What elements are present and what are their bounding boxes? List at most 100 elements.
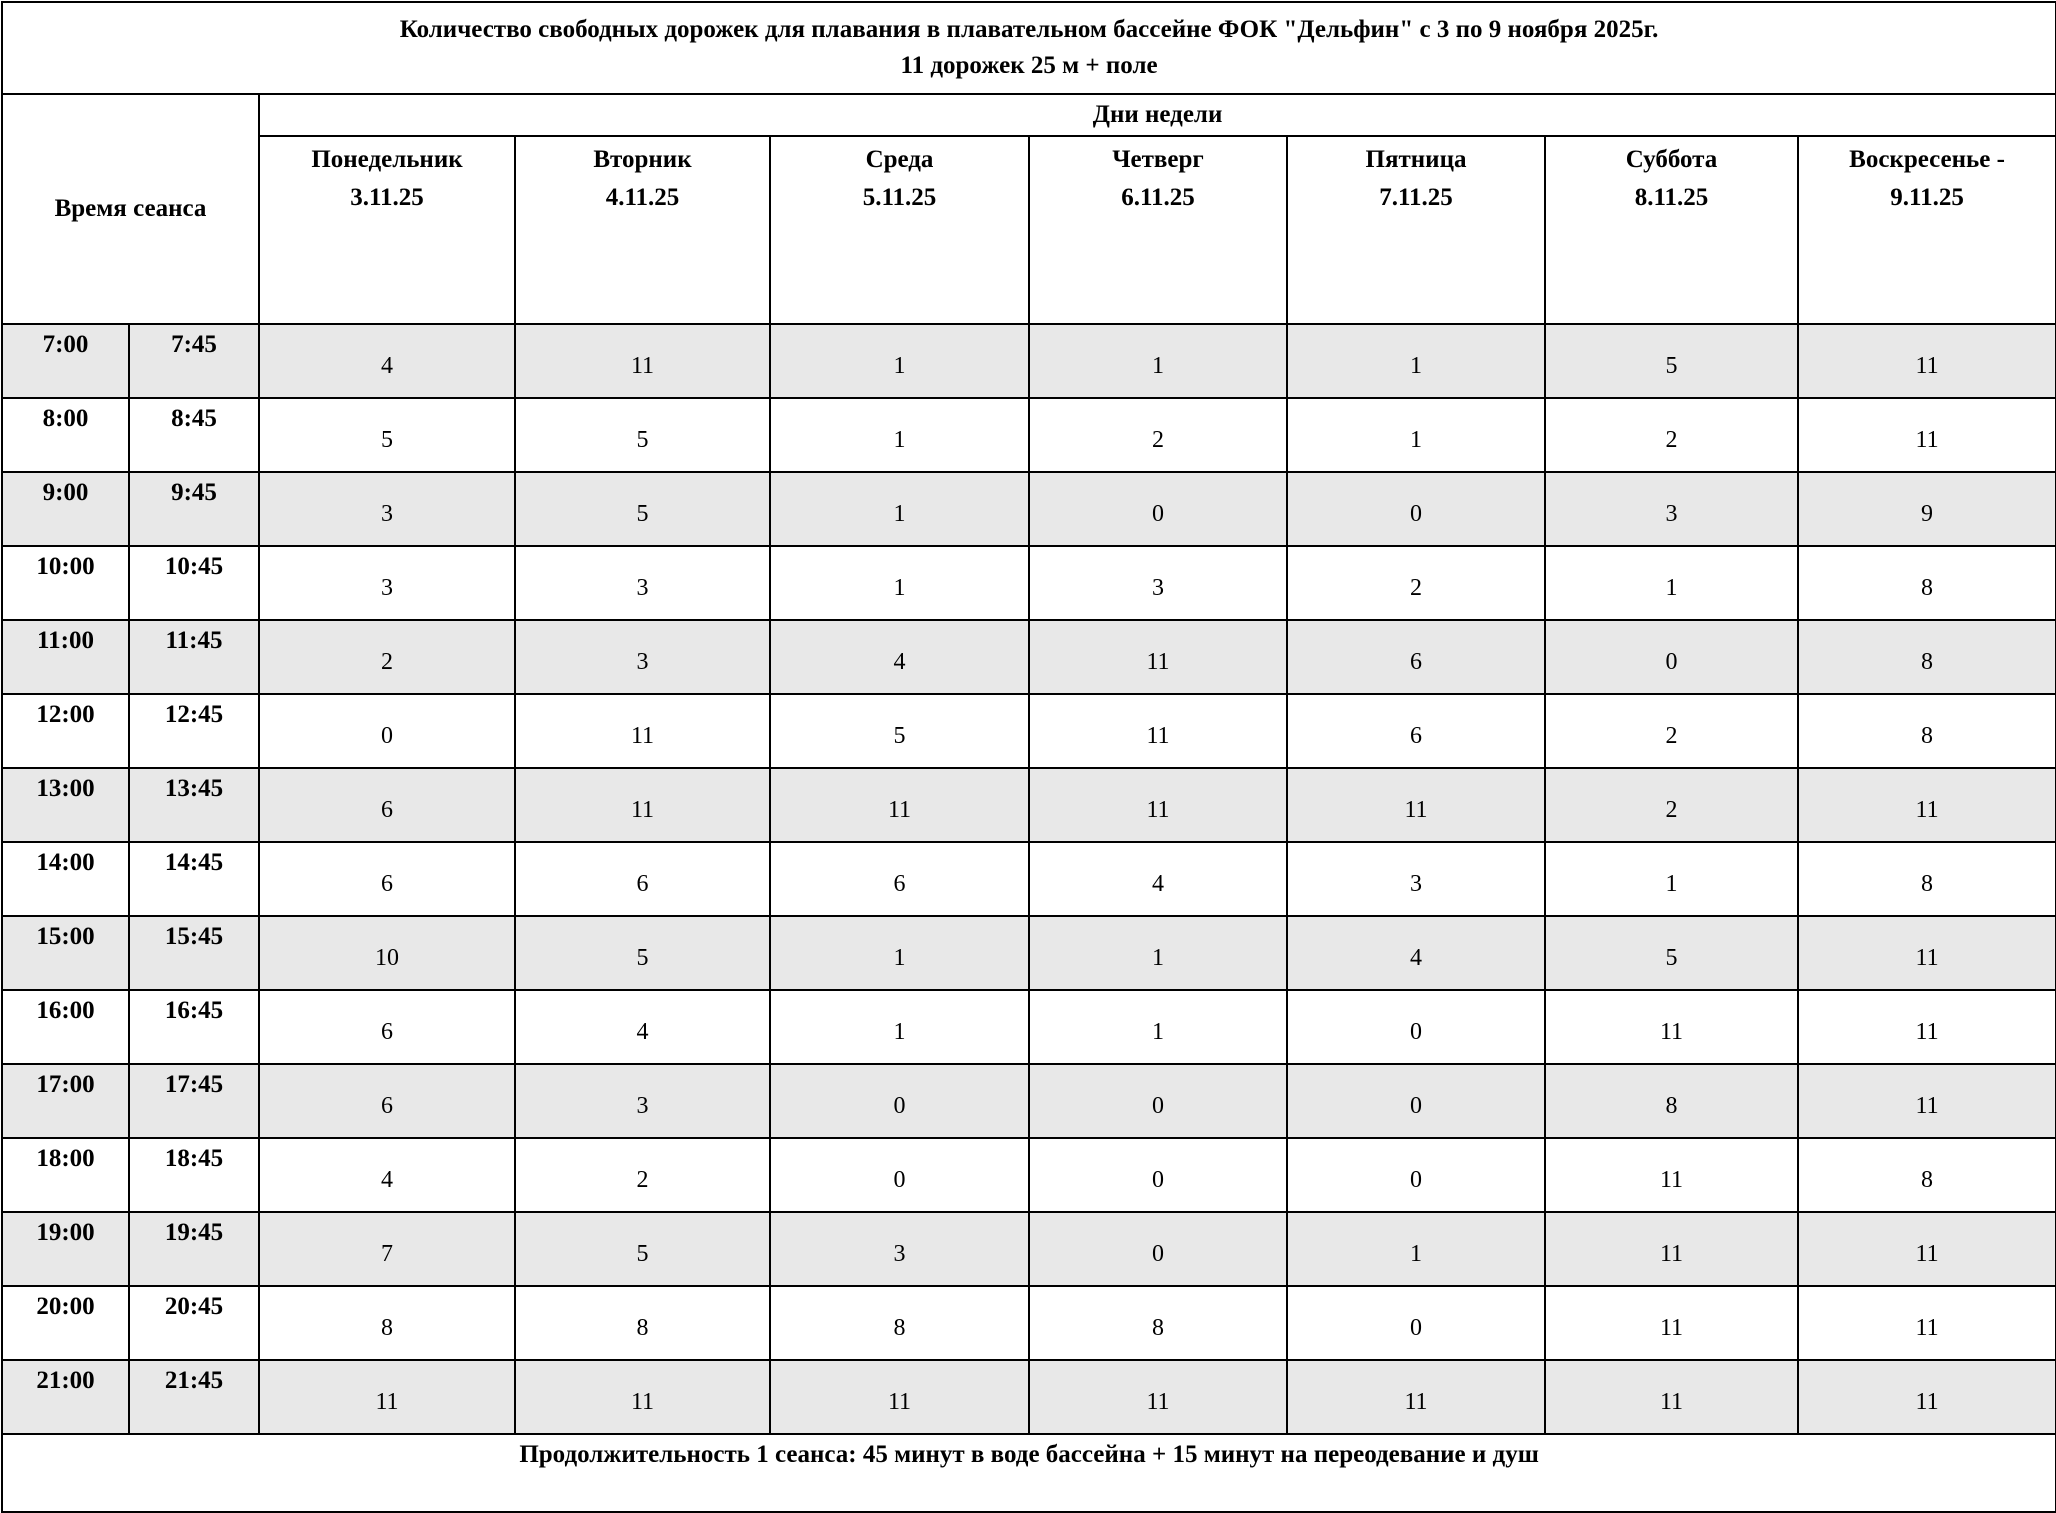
free-lanes-cell: 5 (514, 397, 771, 473)
day-date: 8.11.25 (1634, 184, 1709, 211)
session-start: 18:00 (1, 1137, 130, 1213)
free-lanes-cell: 0 (258, 693, 516, 769)
free-lanes-cell: 11 (1544, 1137, 1799, 1213)
table-row: 9:00 9:45 3 5 1 0 0 3 9 (1, 471, 2056, 547)
free-lanes-cell: 11 (1796, 989, 2056, 1065)
table-row: 7:00 7:45 4 11 1 1 1 5 11 (1, 323, 2056, 399)
session-start: 19:00 (1, 1211, 130, 1287)
free-lanes-cell: 4 (514, 989, 771, 1065)
day-date: 5.11.25 (862, 184, 937, 211)
table-row: 16:00 16:45 6 4 1 1 0 11 11 (1, 989, 2056, 1065)
free-lanes-cell: 11 (514, 1359, 771, 1435)
free-lanes-cell: 11 (1028, 767, 1288, 843)
day-name: Пятница (1365, 146, 1467, 173)
free-lanes-cell: 1 (769, 471, 1030, 547)
weekdays-header: Дни недели (257, 93, 2056, 137)
free-lanes-cell: 5 (1544, 915, 1799, 991)
free-lanes-cell: 1 (1286, 1211, 1546, 1287)
table-row: 13:00 13:45 6 11 11 11 11 2 11 (1, 767, 2056, 843)
free-lanes-cell: 0 (1028, 1063, 1288, 1139)
free-lanes-cell: 6 (1286, 693, 1546, 769)
free-lanes-cell: 4 (1028, 841, 1288, 917)
session-start: 11:00 (1, 619, 130, 695)
free-lanes-cell: 6 (1286, 619, 1546, 695)
free-lanes-cell: 11 (1796, 1359, 2056, 1435)
table-row: 12:00 12:45 0 11 5 11 6 2 8 (1, 693, 2056, 769)
free-lanes-cell: 2 (514, 1137, 771, 1213)
free-lanes-cell: 5 (258, 397, 516, 473)
session-end: 11:45 (128, 619, 260, 695)
session-end: 21:45 (128, 1359, 260, 1435)
table-row: 15:00 15:45 10 5 1 1 4 5 11 (1, 915, 2056, 991)
day-date: 4.11.25 (605, 184, 680, 211)
free-lanes-cell: 0 (1028, 1211, 1288, 1287)
free-lanes-cell: 11 (514, 693, 771, 769)
free-lanes-cell: 2 (1544, 397, 1799, 473)
session-time-header: Время сеанса (1, 93, 260, 325)
free-lanes-cell: 11 (1796, 397, 2056, 473)
free-lanes-cell: 5 (514, 471, 771, 547)
free-lanes-cell: 5 (769, 693, 1030, 769)
session-end: 20:45 (128, 1285, 260, 1361)
free-lanes-cell: 2 (1544, 767, 1799, 843)
day-name: Воскресенье - (1849, 146, 2005, 173)
session-start: 21:00 (1, 1359, 130, 1435)
session-start: 16:00 (1, 989, 130, 1065)
session-start: 7:00 (1, 323, 130, 399)
free-lanes-cell: 4 (258, 323, 516, 399)
free-lanes-cell: 0 (1286, 1137, 1546, 1213)
session-end: 14:45 (128, 841, 260, 917)
free-lanes-cell: 3 (258, 545, 516, 621)
session-start: 9:00 (1, 471, 130, 547)
table-row: 19:00 19:45 7 5 3 0 1 11 11 (1, 1211, 2056, 1287)
session-start: 20:00 (1, 1285, 130, 1361)
free-lanes-cell: 3 (258, 471, 516, 547)
free-lanes-cell: 11 (1028, 1359, 1288, 1435)
free-lanes-cell: 0 (769, 1137, 1030, 1213)
table-row: 11:00 11:45 2 3 4 11 6 0 8 (1, 619, 2056, 695)
free-lanes-cell: 5 (1544, 323, 1799, 399)
free-lanes-cell: 8 (769, 1285, 1030, 1361)
table-row: 10:00 10:45 3 3 1 3 2 1 8 (1, 545, 2056, 621)
day-name: Суббота (1625, 146, 1718, 173)
free-lanes-cell: 8 (514, 1285, 771, 1361)
free-lanes-cell: 11 (1544, 1211, 1799, 1287)
free-lanes-cell: 8 (1028, 1285, 1288, 1361)
session-end: 10:45 (128, 545, 260, 621)
free-lanes-cell: 9 (1796, 471, 2056, 547)
day-date: 3.11.25 (350, 184, 424, 211)
table-row: 14:00 14:45 6 6 6 4 3 1 8 (1, 841, 2056, 917)
free-lanes-cell: 11 (1028, 693, 1288, 769)
day-header: Среда 5.11.25 (769, 135, 1030, 325)
session-end: 17:45 (128, 1063, 260, 1139)
session-start: 17:00 (1, 1063, 130, 1139)
free-lanes-cell: 7 (258, 1211, 516, 1287)
free-lanes-cell: 11 (1796, 1285, 2056, 1361)
free-lanes-cell: 3 (1544, 471, 1799, 547)
free-lanes-cell: 0 (1028, 1137, 1288, 1213)
free-lanes-cell: 0 (1028, 471, 1288, 547)
session-start: 10:00 (1, 545, 130, 621)
session-start: 15:00 (1, 915, 130, 991)
table-row: 21:00 21:45 11 11 11 11 11 11 11 (1, 1359, 2056, 1435)
free-lanes-cell: 6 (258, 767, 516, 843)
free-lanes-cell: 8 (1796, 1137, 2056, 1213)
table-row: 17:00 17:45 6 3 0 0 0 8 11 (1, 1063, 2056, 1139)
free-lanes-cell: 6 (258, 989, 516, 1065)
free-lanes-cell: 1 (1544, 841, 1799, 917)
table-row: 8:00 8:45 5 5 1 2 1 2 11 (1, 397, 2056, 473)
free-lanes-cell: 11 (1796, 1211, 2056, 1287)
session-end: 7:45 (128, 323, 260, 399)
free-lanes-cell: 3 (769, 1211, 1030, 1287)
free-lanes-cell: 11 (1796, 323, 2056, 399)
session-start: 13:00 (1, 767, 130, 843)
free-lanes-cell: 11 (769, 767, 1030, 843)
free-lanes-cell: 1 (769, 545, 1030, 621)
free-lanes-cell: 1 (1028, 323, 1288, 399)
session-end: 18:45 (128, 1137, 260, 1213)
free-lanes-cell: 1 (769, 397, 1030, 473)
free-lanes-cell: 6 (258, 841, 516, 917)
free-lanes-cell: 8 (258, 1285, 516, 1361)
free-lanes-cell: 4 (258, 1137, 516, 1213)
free-lanes-cell: 8 (1796, 841, 2056, 917)
